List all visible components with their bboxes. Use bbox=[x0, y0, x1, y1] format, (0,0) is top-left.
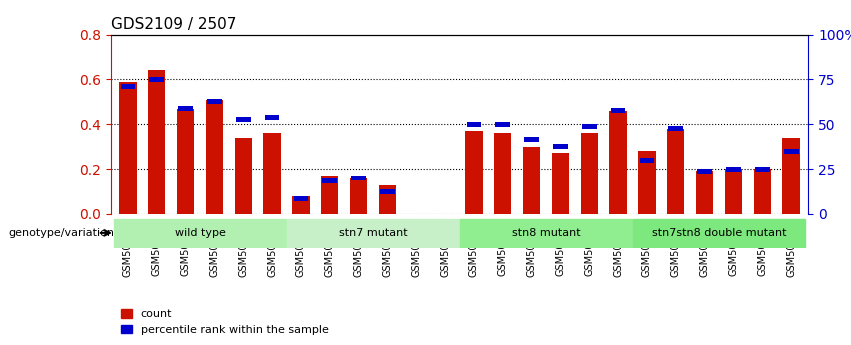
Bar bbox=[696, 171, 713, 214]
Bar bbox=[207, 99, 222, 104]
Bar bbox=[523, 147, 540, 214]
Bar bbox=[292, 196, 310, 214]
Bar bbox=[150, 77, 164, 82]
Bar bbox=[524, 137, 539, 142]
Bar bbox=[288, 219, 459, 247]
Bar bbox=[754, 169, 771, 214]
Bar bbox=[755, 167, 769, 171]
Bar bbox=[235, 138, 252, 214]
Bar bbox=[148, 70, 165, 214]
Bar bbox=[494, 133, 511, 214]
Bar bbox=[609, 111, 627, 214]
Bar bbox=[121, 83, 135, 89]
Bar bbox=[380, 189, 395, 194]
Bar bbox=[784, 149, 798, 154]
Bar bbox=[350, 178, 368, 214]
Legend: count, percentile rank within the sample: count, percentile rank within the sample bbox=[117, 305, 333, 339]
Bar bbox=[465, 131, 483, 214]
Text: stn7 mutant: stn7 mutant bbox=[339, 228, 408, 238]
Bar bbox=[323, 178, 337, 183]
Text: genotype/variation: genotype/variation bbox=[9, 228, 115, 238]
Bar bbox=[640, 158, 654, 162]
Bar bbox=[265, 115, 279, 120]
Bar bbox=[460, 219, 631, 247]
Bar bbox=[638, 151, 655, 214]
Bar bbox=[178, 106, 193, 111]
Bar bbox=[321, 176, 339, 214]
Text: wild type: wild type bbox=[174, 228, 226, 238]
Text: stn7stn8 double mutant: stn7stn8 double mutant bbox=[652, 228, 786, 238]
Bar bbox=[667, 129, 684, 214]
Bar bbox=[495, 122, 510, 127]
Bar bbox=[236, 117, 251, 122]
Bar bbox=[783, 138, 800, 214]
Bar bbox=[294, 196, 308, 201]
Bar bbox=[726, 167, 741, 171]
Bar bbox=[114, 219, 286, 247]
Bar bbox=[611, 108, 625, 113]
Bar bbox=[725, 169, 742, 214]
Bar bbox=[553, 144, 568, 149]
Text: GDS2109 / 2507: GDS2109 / 2507 bbox=[111, 17, 236, 32]
Bar bbox=[351, 176, 366, 180]
Text: stn8 mutant: stn8 mutant bbox=[511, 228, 580, 238]
Bar bbox=[466, 122, 482, 127]
Bar bbox=[206, 99, 223, 214]
Bar bbox=[668, 126, 683, 131]
Bar bbox=[264, 133, 281, 214]
Bar bbox=[582, 124, 597, 129]
Bar bbox=[177, 108, 194, 214]
Bar bbox=[633, 219, 805, 247]
Bar bbox=[379, 185, 396, 214]
Bar bbox=[580, 133, 598, 214]
Bar bbox=[119, 81, 136, 214]
Bar bbox=[697, 169, 712, 174]
Bar bbox=[551, 153, 569, 214]
